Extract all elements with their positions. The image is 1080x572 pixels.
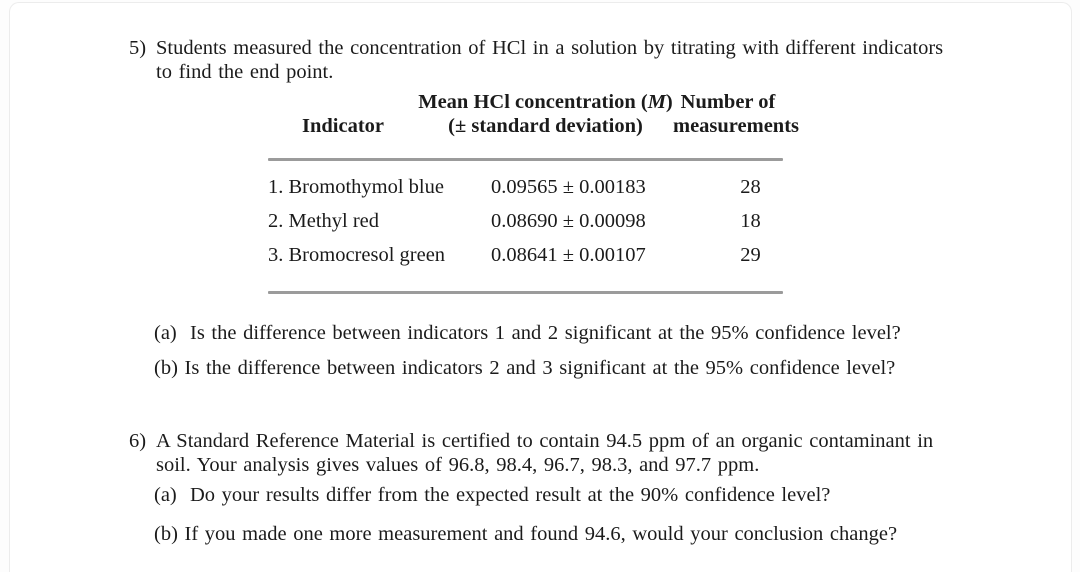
- concentration-header-symbol: M: [647, 91, 666, 113]
- problem-5-question-b: (b) Is the difference between indicators…: [154, 357, 896, 379]
- table-row: 2. Methyl red 0.08690 ± 0.00098 18: [268, 209, 783, 233]
- cell-measurements: 29: [740, 244, 761, 266]
- table-header-row: Indicator Mean HCl concentration (M) (± …: [268, 90, 800, 138]
- problem-5: 5) Students measured the concentration o…: [129, 36, 1071, 380]
- problem-6-number: 6): [129, 430, 147, 452]
- table-row: 1. Bromothymol blue 0.09565 ± 0.00183 28: [268, 175, 783, 199]
- concentration-header-post: ): [665, 91, 673, 113]
- cell-concentration: 0.09565 ± 0.00183: [491, 176, 646, 198]
- cell-concentration: 0.08641 ± 0.00107: [491, 244, 646, 266]
- problem-6-text: A Standard Reference Material is certifi…: [156, 429, 951, 477]
- problem-5-number: 5): [129, 37, 147, 59]
- problem-5-text-line-2: to find the end point.: [156, 61, 334, 83]
- problem-5-question-a: (a) Is the difference between indicators…: [154, 322, 901, 344]
- cell-indicator: 3. Bromocresol green: [268, 244, 446, 266]
- table-row: 3. Bromocresol green 0.08641 ± 0.00107 2…: [268, 243, 783, 267]
- problem-6: 6) A Standard Reference Material is cert…: [129, 429, 1071, 546]
- problem-5-text-line-1: Students measured the concentration of H…: [156, 37, 944, 59]
- problem-5-questions: (a) Is the difference between indicators…: [154, 321, 1071, 380]
- problem-6-statement: 6) A Standard Reference Material is cert…: [129, 429, 1071, 477]
- cell-indicator: 2. Methyl red: [268, 210, 380, 232]
- table-rule-top: [268, 158, 783, 161]
- document-page: 5) Students measured the concentration o…: [9, 2, 1072, 572]
- column-header-measurements-line-1: Number of: [680, 91, 776, 113]
- column-header-indicator: Indicator: [302, 115, 384, 137]
- page-content: 5) Students measured the concentration o…: [10, 3, 1071, 546]
- table-body: 1. Bromothymol blue 0.09565 ± 0.00183 28…: [268, 161, 783, 267]
- problem-6-questions: (a) Do your results differ from the expe…: [154, 483, 1071, 546]
- cell-concentration: 0.08690 ± 0.00098: [491, 210, 646, 232]
- cell-measurements: 28: [740, 176, 761, 198]
- cell-measurements: 18: [740, 210, 761, 232]
- problem-5-text: Students measured the concentration of H…: [156, 36, 951, 84]
- problem-6-text-line-1: A Standard Reference Material is certifi…: [156, 430, 934, 452]
- problem-5-statement: 5) Students measured the concentration o…: [129, 36, 1071, 84]
- column-header-measurements-line-2: measurements: [673, 115, 800, 137]
- problem-6-question-b: (b) If you made one more measurement and…: [154, 523, 898, 545]
- column-header-concentration-line-2: (± standard deviation): [448, 115, 643, 137]
- column-header-measurements: Number of measurements: [673, 90, 800, 138]
- titration-results-table: Indicator Mean HCl concentration (M) (± …: [268, 90, 800, 294]
- problem-6-text-line-2: soil. Your analysis gives values of 96.8…: [156, 454, 760, 476]
- concentration-header-pre: Mean HCl concentration (: [418, 91, 648, 113]
- column-header-concentration-line-1: Mean HCl concentration (M): [418, 90, 673, 114]
- cell-indicator: 1. Bromothymol blue: [268, 176, 444, 198]
- column-header-concentration: Mean HCl concentration (M) (± standard d…: [418, 90, 673, 138]
- table-rule-bottom: [268, 291, 783, 294]
- problem-6-question-a: (a) Do your results differ from the expe…: [154, 484, 831, 506]
